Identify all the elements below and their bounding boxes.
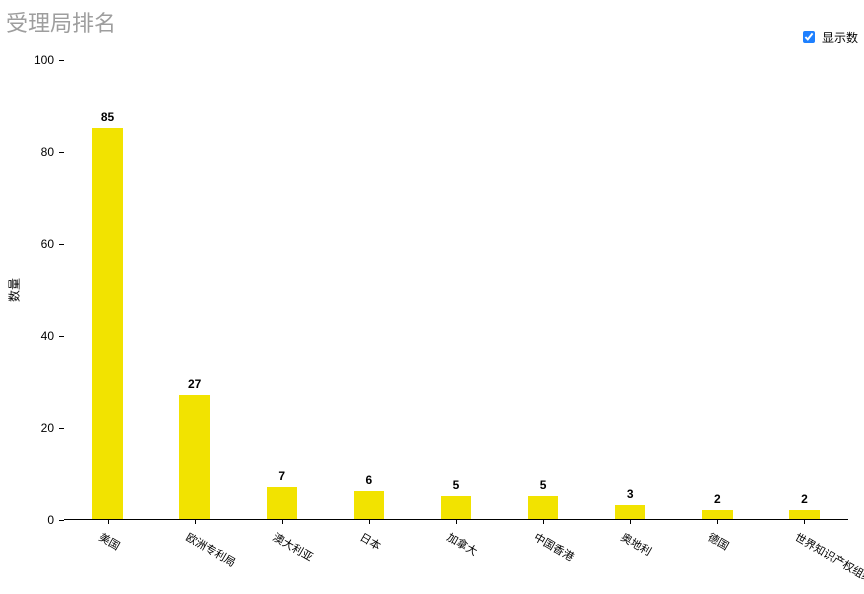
bar: 85 xyxy=(92,128,122,519)
x-tick-label: 澳大利亚 xyxy=(270,529,316,565)
x-tick xyxy=(630,519,631,524)
x-tick-label: 德国 xyxy=(705,529,732,554)
bar-value-label: 2 xyxy=(774,492,834,506)
bar-value-label: 27 xyxy=(165,377,225,391)
x-tick xyxy=(282,519,283,524)
y-tick-label: 100 xyxy=(24,53,54,67)
y-tick-label: 40 xyxy=(24,329,54,343)
x-tick xyxy=(543,519,544,524)
x-tick-label: 世界知识产权组织 xyxy=(792,529,864,587)
x-tick-label: 欧洲专利局 xyxy=(183,529,239,570)
bar: 6 xyxy=(354,491,384,519)
bar: 5 xyxy=(441,496,471,519)
x-tick xyxy=(804,519,805,524)
y-tick-label: 0 xyxy=(24,513,54,527)
bar-value-label: 3 xyxy=(600,487,660,501)
x-tick xyxy=(456,519,457,524)
y-tick xyxy=(59,428,64,429)
bar-chart: 数量 02040608010085美国27欧洲专利局7澳大利亚6日本5加拿大5中… xyxy=(0,40,864,588)
bar: 2 xyxy=(702,510,732,519)
x-tick xyxy=(108,519,109,524)
bar-value-label: 7 xyxy=(252,469,312,483)
y-tick-label: 20 xyxy=(24,421,54,435)
x-tick-label: 美国 xyxy=(96,529,123,554)
x-tick-label: 奥地利 xyxy=(618,529,655,559)
x-tick-label: 中国香港 xyxy=(531,529,577,565)
y-tick xyxy=(59,244,64,245)
x-tick-label: 加拿大 xyxy=(444,529,481,559)
chart-title: 受理局排名 xyxy=(6,6,116,38)
bar: 3 xyxy=(615,505,645,519)
x-tick xyxy=(369,519,370,524)
bar-value-label: 5 xyxy=(426,478,486,492)
y-tick-label: 60 xyxy=(24,237,54,251)
x-tick xyxy=(717,519,718,524)
y-tick xyxy=(59,152,64,153)
bar: 2 xyxy=(789,510,819,519)
y-axis-title: 数量 xyxy=(6,278,23,302)
y-tick-label: 80 xyxy=(24,145,54,159)
bar: 5 xyxy=(528,496,558,519)
y-tick xyxy=(59,336,64,337)
y-tick xyxy=(59,520,64,521)
bar: 27 xyxy=(179,395,209,519)
bar-value-label: 2 xyxy=(687,492,747,506)
y-tick xyxy=(59,60,64,61)
x-tick xyxy=(195,519,196,524)
x-tick-label: 日本 xyxy=(357,529,384,554)
bar-value-label: 5 xyxy=(513,478,573,492)
bar-value-label: 85 xyxy=(78,110,138,124)
plot-area: 02040608010085美国27欧洲专利局7澳大利亚6日本5加拿大5中国香港… xyxy=(64,60,848,520)
bar-value-label: 6 xyxy=(339,473,399,487)
bar: 7 xyxy=(267,487,297,519)
